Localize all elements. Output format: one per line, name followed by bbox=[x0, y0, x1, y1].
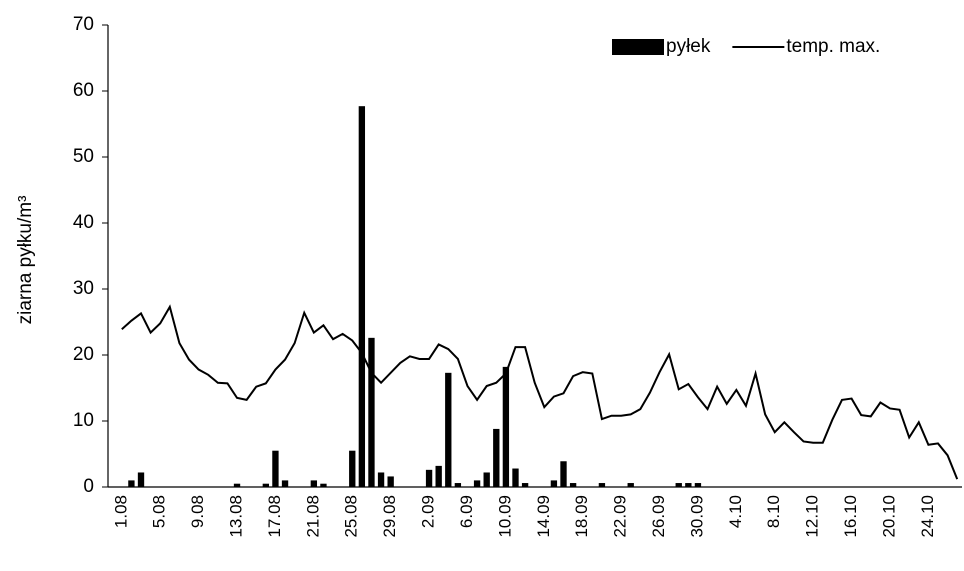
bar bbox=[368, 337, 375, 487]
x-tick-label: 26.09 bbox=[649, 495, 668, 538]
x-tick-label: 17.08 bbox=[265, 495, 284, 538]
x-tick-label: 24.10 bbox=[918, 495, 937, 538]
bar bbox=[473, 480, 481, 487]
x-tick-label: 10.09 bbox=[495, 495, 514, 538]
bar bbox=[675, 483, 682, 487]
y-axis-label: ziarna pyłku/m³ bbox=[15, 196, 36, 325]
bar bbox=[694, 483, 702, 487]
bar bbox=[262, 483, 270, 487]
y-tick-label: 70 bbox=[73, 14, 94, 35]
x-tick-label: 1.08 bbox=[111, 495, 130, 528]
bar bbox=[377, 472, 385, 487]
x-tick-label: 8.10 bbox=[764, 495, 783, 528]
bar bbox=[349, 450, 356, 487]
y-tick-label: 0 bbox=[83, 476, 94, 497]
bar bbox=[137, 472, 145, 487]
legend-label: pyłek bbox=[666, 36, 711, 57]
bar bbox=[483, 472, 490, 487]
x-tick-label: 6.09 bbox=[457, 495, 476, 528]
bar bbox=[233, 483, 241, 487]
bar bbox=[560, 461, 567, 487]
bar bbox=[550, 480, 558, 487]
y-tick-label: 40 bbox=[73, 212, 94, 233]
bar bbox=[310, 480, 318, 487]
y-tick-label: 10 bbox=[73, 410, 94, 431]
legend-swatch bbox=[612, 39, 664, 55]
x-tick-label: 30.09 bbox=[687, 495, 706, 538]
y-tick-label: 30 bbox=[73, 278, 94, 299]
bar bbox=[281, 480, 289, 487]
y-tick-label: 20 bbox=[73, 344, 94, 365]
x-tick-label: 14.09 bbox=[534, 495, 553, 538]
bar bbox=[435, 465, 442, 487]
x-tick-label: 18.09 bbox=[572, 495, 591, 538]
bar bbox=[425, 469, 433, 487]
bar bbox=[502, 366, 510, 487]
x-tick-label: 2.09 bbox=[419, 495, 438, 528]
x-tick-label: 16.10 bbox=[841, 495, 860, 538]
bar bbox=[493, 428, 500, 487]
bar bbox=[445, 372, 452, 487]
line bbox=[121, 304, 959, 480]
x-tick-label: 9.08 bbox=[188, 495, 207, 528]
x-tick-label: 12.10 bbox=[803, 495, 822, 538]
x-tick-label: 13.08 bbox=[227, 495, 246, 538]
x-tick-label: 5.08 bbox=[150, 495, 169, 528]
y-tick-label: 60 bbox=[73, 80, 94, 101]
legend-label: temp. max. bbox=[786, 36, 880, 57]
x-tick-label: 25.08 bbox=[342, 495, 361, 538]
bar bbox=[627, 483, 634, 487]
x-tick-label: 21.08 bbox=[303, 495, 322, 538]
bar bbox=[387, 476, 394, 487]
bar bbox=[128, 480, 135, 487]
bar bbox=[685, 483, 692, 487]
bar bbox=[569, 483, 577, 487]
x-tick-label: 20.10 bbox=[879, 495, 898, 538]
x-tick-label: 29.08 bbox=[380, 495, 399, 538]
bar bbox=[512, 468, 519, 487]
bar bbox=[521, 483, 529, 487]
y-tick-label: 50 bbox=[73, 146, 94, 167]
bar bbox=[320, 483, 327, 487]
x-tick-label: 4.10 bbox=[726, 495, 745, 528]
bar bbox=[598, 483, 606, 487]
x-tick-label: 22.09 bbox=[611, 495, 630, 538]
bar bbox=[358, 106, 366, 488]
bar bbox=[454, 483, 462, 487]
bar bbox=[272, 450, 279, 487]
